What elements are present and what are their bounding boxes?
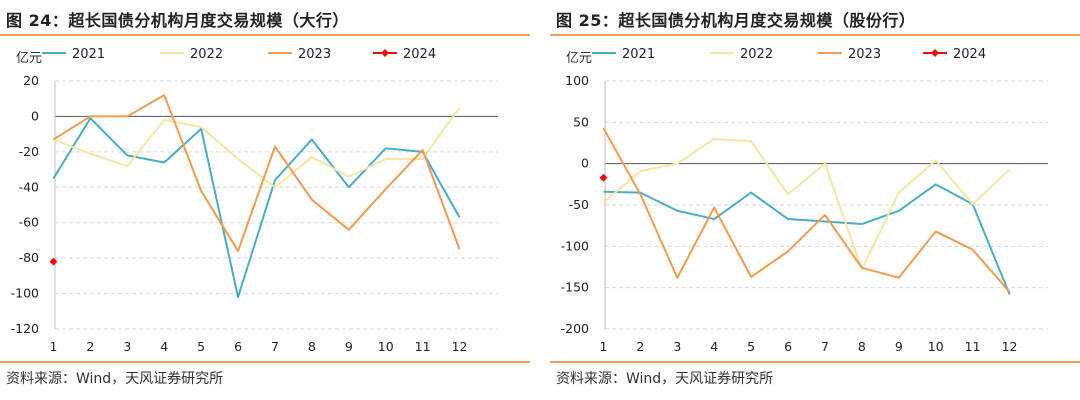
legend-item-2023: 2023: [268, 47, 331, 62]
y-tick-label: 20: [23, 73, 39, 88]
x-tick-label: 11: [965, 339, 981, 354]
y-tick-label: 100: [565, 73, 589, 88]
x-tick-label: 8: [308, 339, 316, 354]
y-tick-label: -100: [561, 238, 589, 253]
x-tick-label: 9: [345, 339, 353, 354]
chart-title: 图 24：超长国债分机构月度交易规模（大行）: [6, 11, 349, 30]
x-tick-label: 2: [86, 339, 94, 354]
x-tick-label: 1: [599, 339, 607, 354]
legend-item-2022: 2022: [710, 47, 773, 62]
chart-panel-left: 图 24：超长国债分机构月度交易规模（大行） 亿元 2021 2022 2023 202…: [0, 0, 530, 400]
title-rule: [550, 34, 1080, 36]
legend-marker: [931, 49, 939, 57]
x-tick-label: 10: [378, 339, 394, 354]
x-tick-label: 3: [673, 339, 681, 354]
y-tick-label: -40: [19, 179, 39, 194]
x-tick-label: 7: [271, 339, 279, 354]
series-line-2022: [602, 137, 1011, 271]
x-tick-label: 12: [1002, 339, 1018, 354]
series-line-2022: [53, 106, 461, 189]
y-tick-label: 0: [31, 108, 39, 123]
y-tick-label: -50: [569, 197, 589, 212]
legend-label: 2023: [848, 47, 881, 62]
x-tick-label: 8: [858, 339, 866, 354]
y-tick-label: -150: [561, 280, 589, 295]
data-point-2024: [599, 173, 608, 182]
chart-panel-right: 图 25：超长国债分机构月度交易规模（股份行） 亿元 2021 2022 2023 20…: [550, 0, 1080, 400]
line-chart-joint-stock-banks: 亿元 2021 2022 2023 2024 100 50 0 -50 -100 -150 -200 1…: [561, 47, 1048, 354]
x-tick-label: 12: [452, 339, 468, 354]
legend-item-2022: 2022: [160, 47, 223, 62]
y-tick-label: -120: [11, 321, 39, 336]
y-tick-label: -20: [19, 144, 39, 159]
line-chart-large-banks: 亿元 2021 2022 2023 2024 20 0 -20 -40 -60 -80 -100 -12…: [11, 47, 498, 354]
y-axis-unit-label: 亿元: [16, 51, 42, 66]
title-rule: [0, 34, 530, 36]
series-line-2021: [603, 183, 1011, 295]
x-tick-label: 4: [710, 339, 718, 354]
legend-label: 2021: [622, 47, 655, 62]
x-tick-label: 7: [821, 339, 829, 354]
data-point-2024: [49, 257, 58, 266]
x-tick-label: 10: [928, 339, 944, 354]
legend-label: 2023: [298, 47, 331, 62]
chart-title: 图 25：超长国债分机构月度交易规模（股份行）: [556, 11, 916, 30]
x-tick-label: 6: [234, 339, 242, 354]
legend-label: 2021: [72, 47, 105, 62]
legend-label: 2024: [953, 47, 986, 62]
y-tick-label: -80: [19, 250, 39, 265]
source-note: 资料来源：Wind，天风证券研究所: [6, 371, 224, 387]
y-axis-unit-label: 亿元: [566, 51, 592, 66]
y-tick-label: 50: [573, 114, 589, 129]
legend-marker: [381, 49, 389, 57]
y-tick-label: 0: [581, 156, 589, 171]
series-line-2023: [52, 94, 461, 253]
source-rule: [0, 361, 530, 363]
legend-item-2024: 2024: [923, 47, 986, 62]
y-tick-label: -200: [561, 321, 589, 336]
legend-item-2023: 2023: [818, 47, 881, 62]
x-tick-label: 5: [747, 339, 755, 354]
y-tick-label: -60: [19, 215, 39, 230]
source-note: 资料来源：Wind，天风证券研究所: [556, 371, 774, 387]
x-tick-label: 4: [160, 339, 168, 354]
x-tick-label: 2: [636, 339, 644, 354]
x-tick-label: 9: [895, 339, 903, 354]
x-tick-label: 6: [784, 339, 792, 354]
x-tick-label: 11: [415, 339, 431, 354]
legend-item-2024: 2024: [373, 47, 436, 62]
legend-label: 2022: [190, 47, 223, 62]
y-tick-label: -100: [11, 286, 39, 301]
x-tick-label: 5: [197, 339, 205, 354]
source-rule: [550, 361, 1080, 363]
series-line-2023: [602, 127, 1011, 293]
legend-label: 2022: [740, 47, 773, 62]
x-tick-label: 3: [123, 339, 131, 354]
series-line-2021: [52, 117, 461, 299]
x-tick-label: 1: [49, 339, 57, 354]
legend-item-2021: 2021: [42, 47, 105, 62]
legend-label: 2024: [403, 47, 436, 62]
legend-item-2021: 2021: [592, 47, 655, 62]
